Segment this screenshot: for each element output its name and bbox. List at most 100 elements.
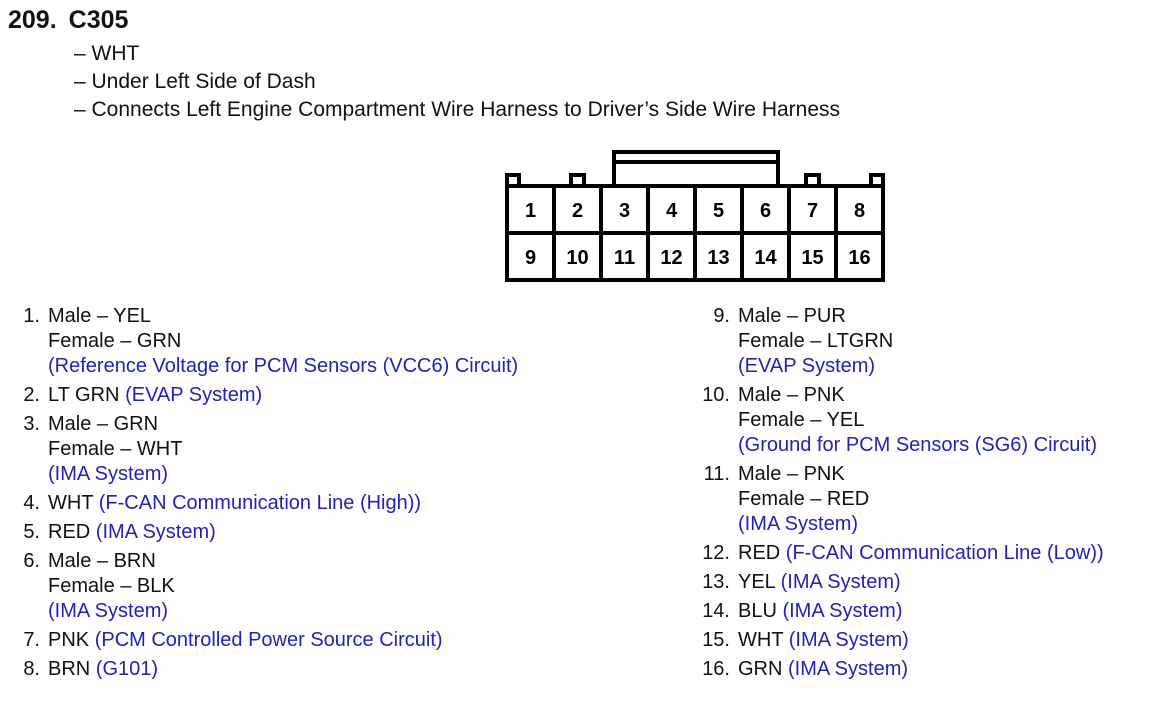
pin-info: BLU (IMA System) (738, 599, 902, 624)
circuit-description: (Ground for PCM Sensors (SG6) Circuit) (738, 434, 1097, 456)
pin-item: 8. BRN (G101) (0, 657, 518, 682)
circuit-description: (EVAP System) (738, 355, 876, 377)
pin-number: 2. (23, 384, 40, 406)
wire-color-text: RED (48, 521, 91, 543)
pin-list-right: 9. Male – PUR Female – LTGRN (EVAP System) 1… (690, 304, 1104, 686)
pin-cell-number: 5 (713, 200, 724, 222)
pin-number: 12. (702, 542, 730, 564)
connector-heading: 209. C305 (8, 6, 128, 35)
pin-item: 13. YEL (IMA System) (690, 570, 1104, 595)
connector-color: – WHT (74, 42, 140, 65)
pin-info: RED (IMA System) (48, 520, 216, 545)
wire-color-text: Female – RED (738, 488, 870, 510)
pin-info: Male – PUR Female – LTGRN (EVAP System) (738, 304, 893, 379)
pin-number: 4. (23, 492, 40, 514)
wire-color-text: Female – WHT (48, 438, 183, 460)
connector-latch (612, 150, 780, 188)
pin-info: WHT (F-CAN Communication Line (High)) (48, 491, 421, 516)
pin-number: 11. (703, 463, 730, 485)
circuit-description: (F-CAN Communication Line (High)) (98, 492, 422, 514)
wire-color: LT GRN (EVAP System) (48, 383, 262, 408)
pin-number: 16. (702, 658, 730, 680)
wire-color-text: Male – BRN (48, 550, 156, 572)
circuit-description: (F-CAN Communication Line (Low)) (785, 542, 1104, 564)
wire-color-text: Female – LTGRN (738, 330, 894, 352)
wire-color: BLU (IMA System) (738, 599, 902, 624)
circuit-description: (IMA System) (738, 513, 859, 535)
pin-number: 15. (702, 629, 730, 651)
pin-info: Male – YEL Female – GRN (Reference Voltage… (48, 304, 518, 379)
pin-number: 14. (702, 600, 730, 622)
pin-item: 10. Male – PNK Female – YEL (Ground for PCM… (690, 383, 1104, 458)
pin-cell-number: 9 (525, 247, 536, 269)
pin-item: 16. GRN (IMA System) (690, 657, 1104, 682)
wire-color-text: GRN (738, 658, 783, 680)
pin-number: 7. (23, 629, 40, 651)
pin-cell-number: 8 (854, 200, 865, 222)
circuit-description: (IMA System) (48, 463, 169, 485)
pin-cell-number: 14 (754, 247, 777, 269)
wire-color: PNK (PCM Controlled Power Source Circuit… (48, 628, 443, 653)
pin-item: 7. PNK (PCM Controlled Power Source Circu… (0, 628, 518, 653)
wire-color-text: BLU (738, 600, 777, 622)
pin-cell-number: 6 (760, 200, 771, 222)
wire-color: Female – GRN (48, 329, 518, 354)
pin-list-left: 1. Male – YEL Female – GRN (Reference Volta… (0, 304, 518, 686)
wire-color-text: Male – YEL (48, 305, 152, 327)
connector-location: – Under Left Side of Dash (74, 70, 316, 93)
pin-info: RED (F-CAN Communication Line (Low)) (738, 541, 1104, 566)
wire-color: RED (IMA System) (48, 520, 216, 545)
wire-color: Male – GRN (48, 412, 182, 437)
wire-color: Female – WHT (48, 437, 182, 462)
pin-info: Male – GRN Female – WHT (IMA System) (48, 412, 182, 487)
wire-color: WHT (F-CAN Communication Line (High)) (48, 491, 421, 516)
wire-color-text: RED (738, 542, 781, 564)
wire-color-text: WHT (48, 492, 94, 514)
pin-number: 8. (23, 658, 40, 680)
pin-number: 6. (23, 550, 40, 572)
wire-color: Female – LTGRN (738, 329, 893, 354)
connector-face-diagram: 1 2 3 4 5 6 7 89 10 11 12 13 14 15 16 (505, 150, 885, 282)
pin-cell-number: 11 (614, 247, 635, 269)
pin-info: GRN (IMA System) (738, 657, 908, 682)
wire-color: Male – PUR (738, 304, 893, 329)
circuit-description: (IMA System) (788, 629, 909, 651)
pin-cell-number: 12 (660, 247, 682, 269)
pin-cell-number: 13 (707, 247, 729, 269)
wire-color: WHT (IMA System) (738, 628, 909, 653)
wire-color: Male – YEL (48, 304, 518, 329)
connector-function: – Connects Left Engine Compartment Wire … (74, 98, 841, 121)
pin-number: 1. (23, 305, 40, 327)
pin-cell-number: 3 (619, 200, 630, 222)
wire-color-text: YEL (738, 571, 776, 593)
section-number: 209. (8, 6, 57, 34)
pin-cell-number: 1 (525, 200, 536, 222)
wire-color: GRN (IMA System) (738, 657, 908, 682)
circuit-description: (IMA System) (48, 600, 169, 622)
wire-color: Female – YEL (738, 408, 1097, 433)
wire-color-text: BRN (48, 658, 91, 680)
wire-color-text: Male – PNK (738, 463, 845, 485)
pin-info: Male – BRN Female – BLK (IMA System) (48, 549, 175, 624)
wire-color-text: WHT (738, 629, 784, 651)
circuit-description: (IMA System) (780, 571, 901, 593)
pin-item: 1. Male – YEL Female – GRN (Reference Volta… (0, 304, 518, 379)
pin-item: 15. WHT (IMA System) (690, 628, 1104, 653)
pin-info: Male – PNK Female – RED (IMA System) (738, 462, 869, 537)
wire-color: Male – PNK (738, 462, 869, 487)
pin-item: 9. Male – PUR Female – LTGRN (EVAP System) (690, 304, 1104, 379)
connector-code: C305 (68, 6, 129, 34)
pin-number: 13. (702, 571, 730, 593)
wire-color-text: PNK (48, 629, 90, 651)
wire-color: Female – BLK (48, 574, 175, 599)
pin-cell-number: 10 (566, 247, 588, 269)
wire-color-text: Male – GRN (48, 413, 159, 435)
pin-info: LT GRN (EVAP System) (48, 383, 262, 408)
pin-item: 14. BLU (IMA System) (690, 599, 1104, 624)
circuit-description: (PCM Controlled Power Source Circuit) (94, 629, 443, 651)
wire-color-text: LT GRN (48, 384, 120, 406)
wire-color: Female – RED (738, 487, 869, 512)
pin-info: PNK (PCM Controlled Power Source Circuit… (48, 628, 443, 653)
wire-color-text: Female – YEL (738, 409, 865, 431)
pin-info: WHT (IMA System) (738, 628, 909, 653)
